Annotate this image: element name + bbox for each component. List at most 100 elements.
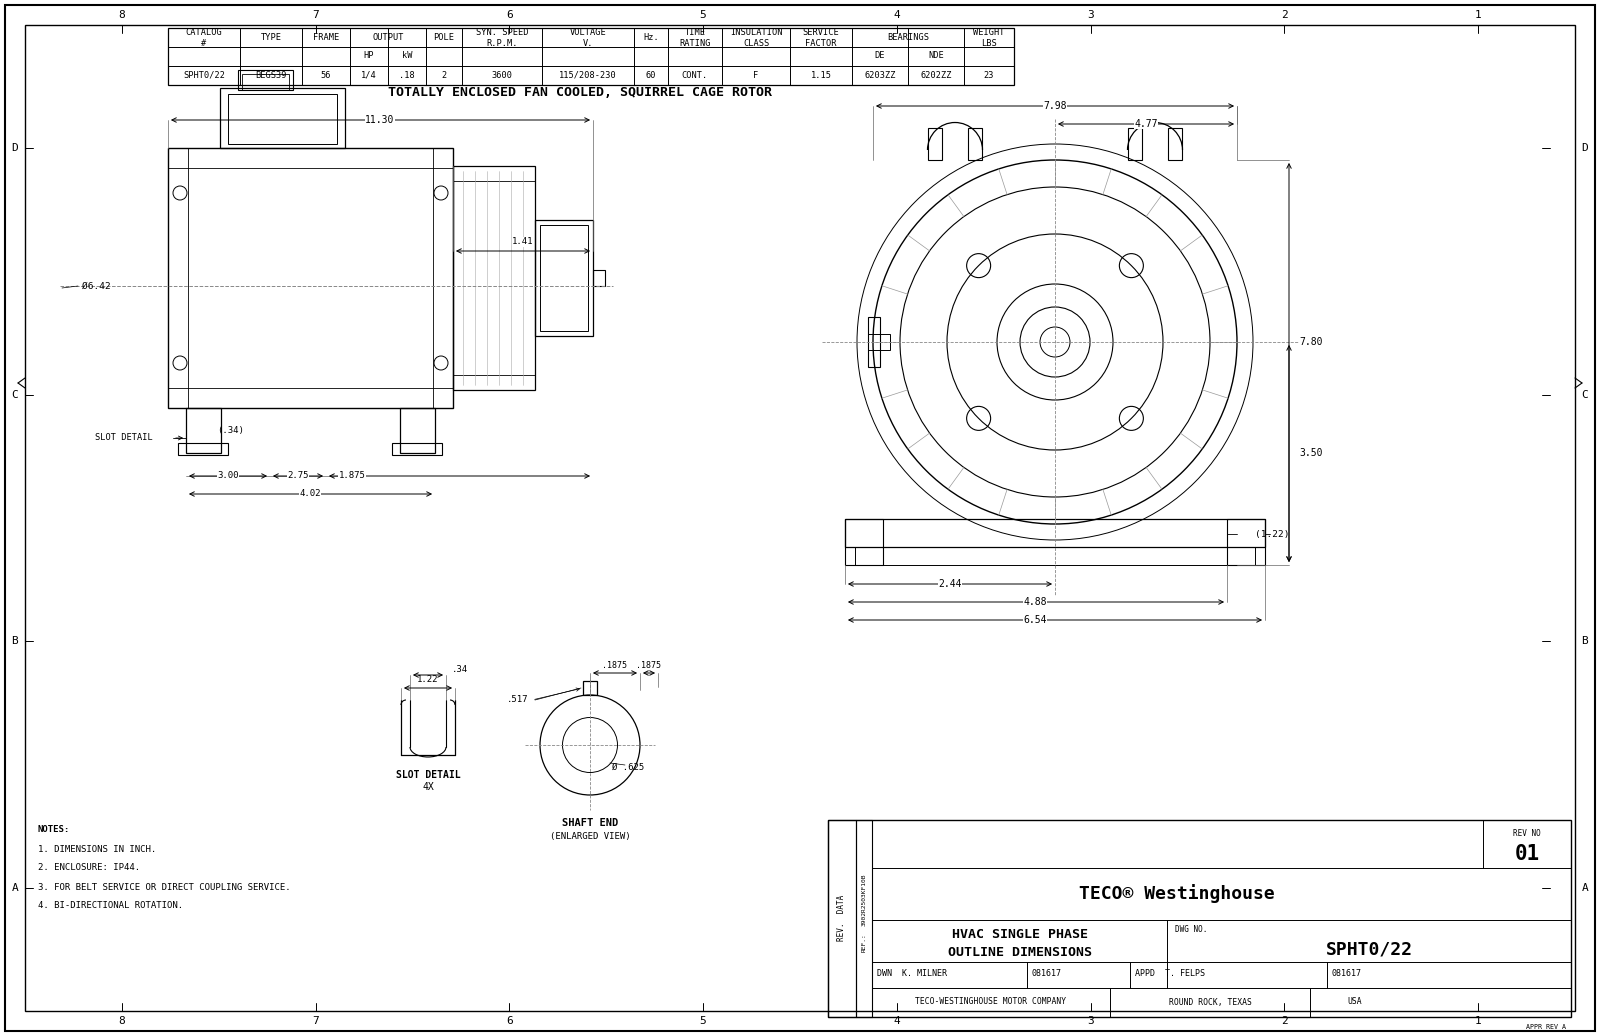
Bar: [854, 547, 1254, 565]
Text: REF.:: REF.:: [861, 933, 867, 952]
Bar: [453, 166, 534, 390]
Bar: [168, 28, 1014, 85]
Text: TYPE: TYPE: [261, 33, 282, 42]
Bar: [594, 270, 605, 286]
Text: 1/4: 1/4: [362, 70, 378, 80]
Text: SERVICE
FACTOR: SERVICE FACTOR: [803, 28, 840, 48]
Text: 1.875: 1.875: [339, 471, 365, 481]
Text: DE: DE: [875, 52, 885, 60]
Text: 2.75: 2.75: [288, 471, 309, 481]
Text: HVAC SINGLE PHASE: HVAC SINGLE PHASE: [952, 927, 1088, 941]
Text: BEARINGS: BEARINGS: [886, 33, 930, 42]
Text: 1.41: 1.41: [512, 237, 534, 247]
Text: 4.02: 4.02: [299, 489, 320, 498]
Bar: [928, 128, 942, 160]
Bar: [968, 128, 982, 160]
Text: SLOT DETAIL: SLOT DETAIL: [96, 433, 154, 442]
Text: NOTES:: NOTES:: [38, 826, 70, 835]
Text: 2: 2: [1282, 1016, 1288, 1026]
Bar: [845, 519, 1266, 547]
Text: REV NO: REV NO: [1514, 830, 1541, 838]
Text: HP: HP: [363, 52, 374, 60]
Bar: [1168, 128, 1182, 160]
Bar: [845, 519, 883, 565]
Text: APPD  T. FELPS: APPD T. FELPS: [1134, 970, 1205, 978]
Text: DWG NO.: DWG NO.: [1174, 924, 1208, 933]
Text: NDE: NDE: [928, 52, 944, 60]
Text: B: B: [1582, 636, 1589, 646]
Text: kW: kW: [402, 52, 413, 60]
Text: 7: 7: [312, 10, 318, 20]
Text: 7: 7: [312, 1016, 318, 1026]
Text: Hz.: Hz.: [643, 33, 659, 42]
Text: FRAME: FRAME: [314, 33, 339, 42]
Text: CONT.: CONT.: [682, 70, 709, 80]
Text: 2: 2: [442, 70, 446, 80]
Text: SPHT0/22: SPHT0/22: [182, 70, 226, 80]
Text: .1875: .1875: [603, 661, 627, 669]
Text: APPR REV A: APPR REV A: [1526, 1024, 1566, 1030]
Text: 4.77: 4.77: [1134, 119, 1158, 130]
Text: 1: 1: [1475, 10, 1482, 20]
Bar: [856, 821, 872, 1017]
Text: Ø6.42: Ø6.42: [82, 282, 110, 290]
Text: 5: 5: [699, 10, 707, 20]
Text: 6: 6: [506, 1016, 512, 1026]
Text: 3. FOR BELT SERVICE OR DIRECT COUPLING SERVICE.: 3. FOR BELT SERVICE OR DIRECT COUPLING S…: [38, 883, 291, 892]
Text: 081617: 081617: [1032, 970, 1062, 978]
Text: 1: 1: [1475, 1016, 1482, 1026]
Text: C: C: [11, 390, 18, 400]
Text: 3.50: 3.50: [1299, 448, 1323, 458]
Text: 2.44: 2.44: [938, 579, 962, 589]
Bar: [229, 94, 338, 144]
Text: VOLTAGE
V.: VOLTAGE V.: [570, 28, 606, 48]
Text: 8: 8: [118, 10, 125, 20]
Text: 4: 4: [893, 10, 901, 20]
Text: 4X: 4X: [422, 782, 434, 792]
Text: C: C: [1582, 390, 1589, 400]
Text: SPHT0/22: SPHT0/22: [1325, 941, 1413, 959]
Text: (.34): (.34): [218, 426, 245, 434]
Text: 4.88: 4.88: [1024, 597, 1046, 607]
Text: 2. ENCLOSURE: IP44.: 2. ENCLOSURE: IP44.: [38, 863, 141, 872]
Text: 3902R2503KF10B: 3902R2503KF10B: [861, 873, 867, 926]
Text: (1.22): (1.22): [1254, 529, 1290, 539]
Text: 11.30: 11.30: [365, 115, 395, 125]
Bar: [242, 74, 290, 90]
Bar: [186, 408, 221, 453]
Bar: [541, 225, 589, 330]
Text: 4. BI-DIRECTIONAL ROTATION.: 4. BI-DIRECTIONAL ROTATION.: [38, 901, 182, 911]
Text: 4: 4: [893, 1016, 901, 1026]
Text: 01: 01: [1514, 844, 1539, 864]
Bar: [867, 334, 890, 350]
Text: TOTALLY ENCLOSED FAN COOLED, SQUIRREL CAGE ROTOR: TOTALLY ENCLOSED FAN COOLED, SQUIRREL CA…: [387, 86, 771, 98]
Text: CATALOG
#: CATALOG #: [186, 28, 222, 48]
Bar: [1227, 519, 1266, 565]
Text: 3.00: 3.00: [218, 471, 238, 481]
Bar: [1128, 128, 1142, 160]
Text: OUTLINE DIMENSIONS: OUTLINE DIMENSIONS: [947, 946, 1091, 958]
Bar: [582, 681, 597, 695]
Text: DWN  K. MILNER: DWN K. MILNER: [877, 970, 947, 978]
Text: TECO-WESTINGHOUSE MOTOR COMPANY: TECO-WESTINGHOUSE MOTOR COMPANY: [915, 998, 1067, 1007]
Bar: [392, 443, 442, 455]
Text: .34: .34: [451, 665, 469, 674]
Text: 23: 23: [984, 70, 994, 80]
Text: ROUND ROCK, TEXAS: ROUND ROCK, TEXAS: [1168, 998, 1251, 1007]
Text: USA: USA: [1347, 998, 1362, 1007]
Bar: [178, 443, 229, 455]
Bar: [400, 408, 435, 453]
Bar: [829, 821, 856, 1017]
Text: 115/208-230: 115/208-230: [558, 70, 618, 80]
Text: TIME
RATING: TIME RATING: [680, 28, 710, 48]
Text: .18: .18: [398, 70, 414, 80]
Text: D: D: [1582, 143, 1589, 153]
Text: REV.  DATA: REV. DATA: [837, 895, 846, 941]
Text: D: D: [11, 143, 18, 153]
Text: 3: 3: [1088, 10, 1094, 20]
Text: SHAFT END: SHAFT END: [562, 818, 618, 828]
Text: SLOT DETAIL: SLOT DETAIL: [395, 770, 461, 780]
Text: 6.54: 6.54: [1024, 615, 1046, 625]
Text: WEIGHT
LBS: WEIGHT LBS: [973, 28, 1005, 48]
Text: 5: 5: [699, 1016, 707, 1026]
